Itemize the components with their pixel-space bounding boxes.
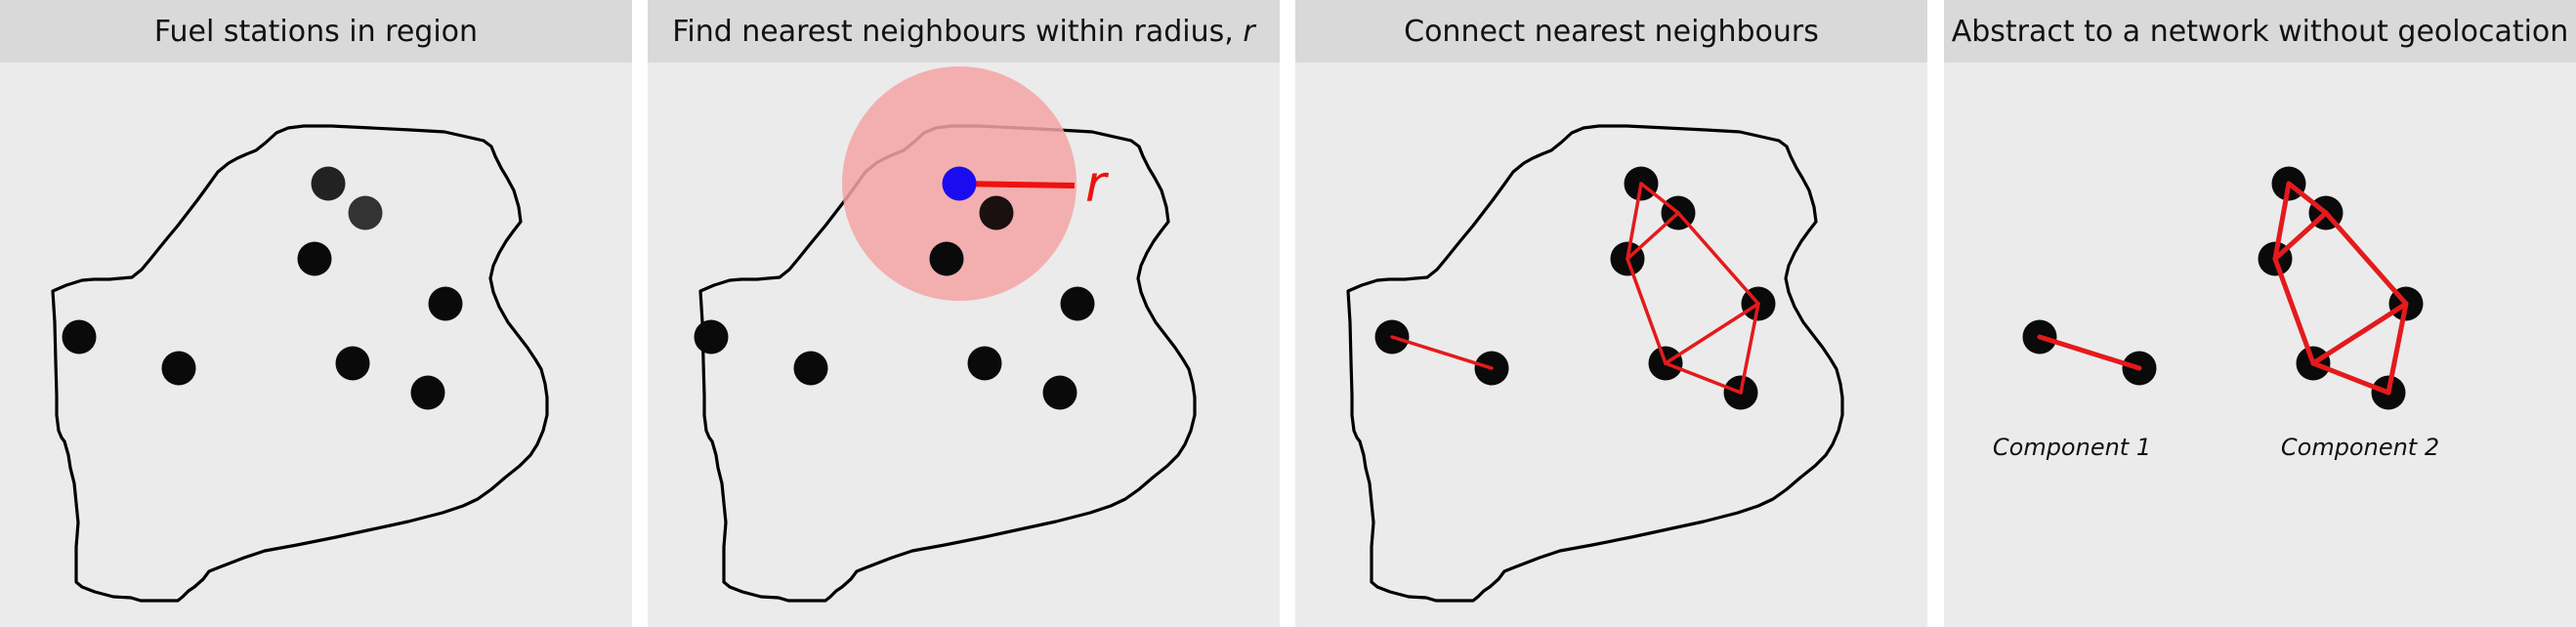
- network-edge: [1739, 302, 1760, 395]
- station-marker: [348, 195, 383, 230]
- network-edge: [2272, 210, 2329, 262]
- station-markers: [694, 195, 1095, 410]
- station-markers: [1374, 166, 1776, 410]
- station-marker: [428, 286, 463, 321]
- region-outline: [51, 124, 549, 603]
- map-svg: r: [694, 66, 1197, 603]
- panel-header: [1295, 0, 1927, 63]
- map-svg: [1346, 124, 1844, 603]
- component-label: Component 2: [2281, 434, 2439, 461]
- panel-title: Find nearest neighbours within radius, r: [672, 15, 1255, 49]
- station-marker: [929, 241, 964, 276]
- network-svg: Component 1 Component 2: [1993, 166, 2439, 461]
- station-marker: [62, 319, 97, 355]
- network-edge: [2323, 210, 2409, 307]
- station-marker: [1042, 375, 1077, 410]
- map-svg: [51, 124, 549, 603]
- network-edge: [1664, 361, 1743, 395]
- region-outline: [1346, 124, 1844, 603]
- station-marker: [335, 346, 370, 381]
- radius-line: [958, 181, 1076, 188]
- network-edge: [2310, 360, 2391, 396]
- network-edge: [1639, 182, 1680, 215]
- network-edge: [1626, 211, 1680, 261]
- network-edge: [1390, 335, 1494, 370]
- network-edge: [2386, 301, 2409, 396]
- panel-fuel-stations: Fuel stations in region: [0, 0, 632, 627]
- network-edge: [1626, 182, 1643, 261]
- station-marker: [161, 351, 196, 386]
- network-edge: [2037, 334, 2142, 371]
- network-edge: [1626, 257, 1668, 365]
- panel-abstract-network: Abstract to a network without geolocatio…: [1944, 0, 2576, 627]
- panel-title: Abstract to a network without geolocatio…: [1951, 15, 2569, 49]
- station-marker: [410, 375, 445, 410]
- network-edge: [2310, 301, 2409, 366]
- station-marker: [967, 346, 1002, 381]
- network-edge: [2272, 181, 2292, 262]
- panel-header: [0, 0, 632, 63]
- station-marker: [1060, 286, 1095, 321]
- station-marker: [311, 166, 346, 201]
- network-edge: [1664, 302, 1760, 365]
- station-marker: [297, 241, 332, 276]
- panel-title: Fuel stations in region: [153, 15, 479, 49]
- component-label: Component 1: [1993, 434, 2151, 461]
- station-marker: [793, 351, 828, 386]
- panel-connect-neighbours: Connect nearest neighbours: [1295, 0, 1927, 627]
- network-edges: [2037, 181, 2409, 396]
- radius-label: r: [1085, 155, 1110, 214]
- panel-header: [648, 0, 1280, 63]
- panel-header: [1944, 0, 2576, 63]
- station-markers: [62, 166, 463, 410]
- network-edge: [2272, 256, 2316, 366]
- network-edge: [1676, 211, 1760, 306]
- station-marker: [694, 319, 729, 355]
- station-marker: [979, 195, 1014, 230]
- network-nodes: [2022, 166, 2424, 410]
- focus-station-marker: [942, 166, 977, 201]
- network-edges: [1390, 182, 1760, 395]
- panel-nearest-neighbours: Find nearest neighbours within radius, r…: [648, 0, 1280, 627]
- panel-title: Connect nearest neighbours: [1404, 15, 1819, 49]
- network-edge: [2286, 181, 2329, 216]
